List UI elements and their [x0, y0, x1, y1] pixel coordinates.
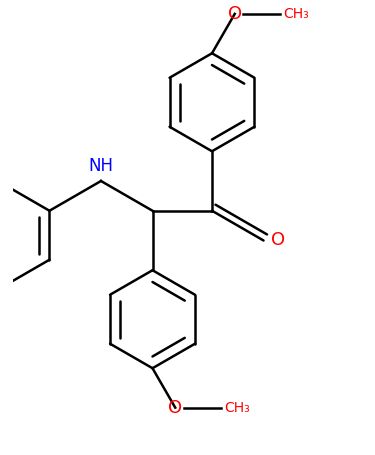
- Text: O: O: [228, 5, 242, 23]
- Text: NH: NH: [88, 157, 114, 176]
- Text: CH₃: CH₃: [284, 7, 309, 21]
- Text: CH₃: CH₃: [224, 401, 250, 415]
- Text: O: O: [168, 399, 182, 417]
- Text: O: O: [270, 232, 285, 249]
